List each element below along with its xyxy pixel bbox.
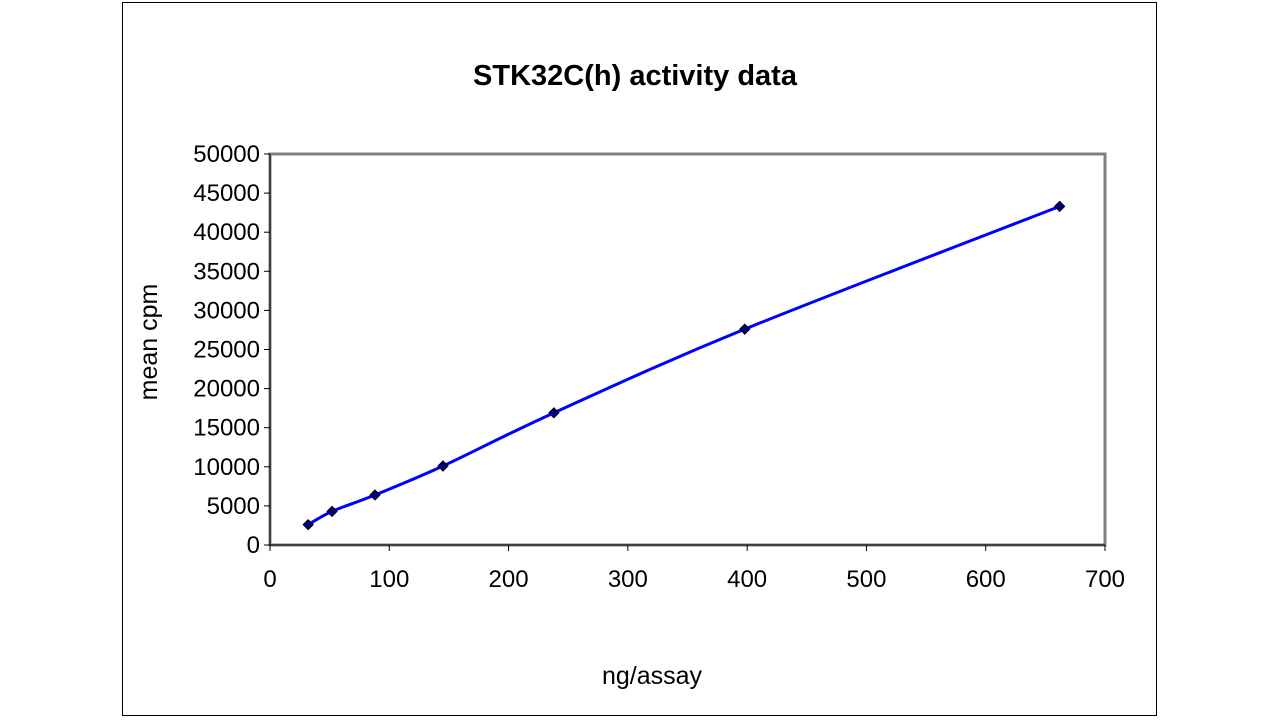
chart-title: STK32C(h) activity data bbox=[473, 60, 798, 92]
data-point bbox=[369, 489, 381, 501]
x-tick-label: 300 bbox=[608, 566, 648, 593]
x-axis-ticks: 0 100 200 300 400 500 600 700 bbox=[263, 545, 1125, 593]
y-tick-label: 0 bbox=[247, 532, 260, 559]
y-tick-label: 15000 bbox=[193, 415, 260, 442]
data-point bbox=[437, 460, 449, 472]
y-tick-label: 40000 bbox=[193, 219, 260, 246]
y-tick-label: 20000 bbox=[193, 376, 260, 403]
chart-frame bbox=[122, 2, 1157, 716]
data-point bbox=[739, 323, 751, 335]
y-tick-label: 10000 bbox=[193, 454, 260, 481]
y-tick-label: 35000 bbox=[193, 258, 260, 285]
y-axis-title: mean cpm bbox=[135, 284, 163, 401]
x-tick-label: 600 bbox=[966, 566, 1006, 593]
x-tick-label: 100 bbox=[369, 566, 409, 593]
y-tick-label: 30000 bbox=[193, 297, 260, 324]
x-tick-label: 0 bbox=[263, 566, 276, 593]
x-axis-title: ng/assay bbox=[602, 662, 703, 690]
data-point bbox=[326, 505, 338, 518]
y-tick-label: 50000 bbox=[193, 141, 260, 168]
data-point bbox=[548, 407, 560, 419]
y-tick-label: 45000 bbox=[193, 180, 260, 207]
x-tick-label: 700 bbox=[1085, 566, 1125, 593]
data-point bbox=[302, 518, 314, 531]
x-tick-label: 400 bbox=[727, 566, 767, 593]
x-tick-label: 500 bbox=[846, 566, 886, 593]
series-markers bbox=[302, 200, 1066, 531]
data-point bbox=[1053, 200, 1066, 213]
y-axis-ticks: 0 5000 10000 15000 20000 25000 30000 35000 40000… bbox=[193, 141, 270, 559]
x-tick-label: 200 bbox=[489, 566, 529, 593]
y-tick-label: 25000 bbox=[193, 337, 260, 364]
y-tick-label: 5000 bbox=[207, 493, 260, 520]
series-line bbox=[307, 204, 1061, 526]
